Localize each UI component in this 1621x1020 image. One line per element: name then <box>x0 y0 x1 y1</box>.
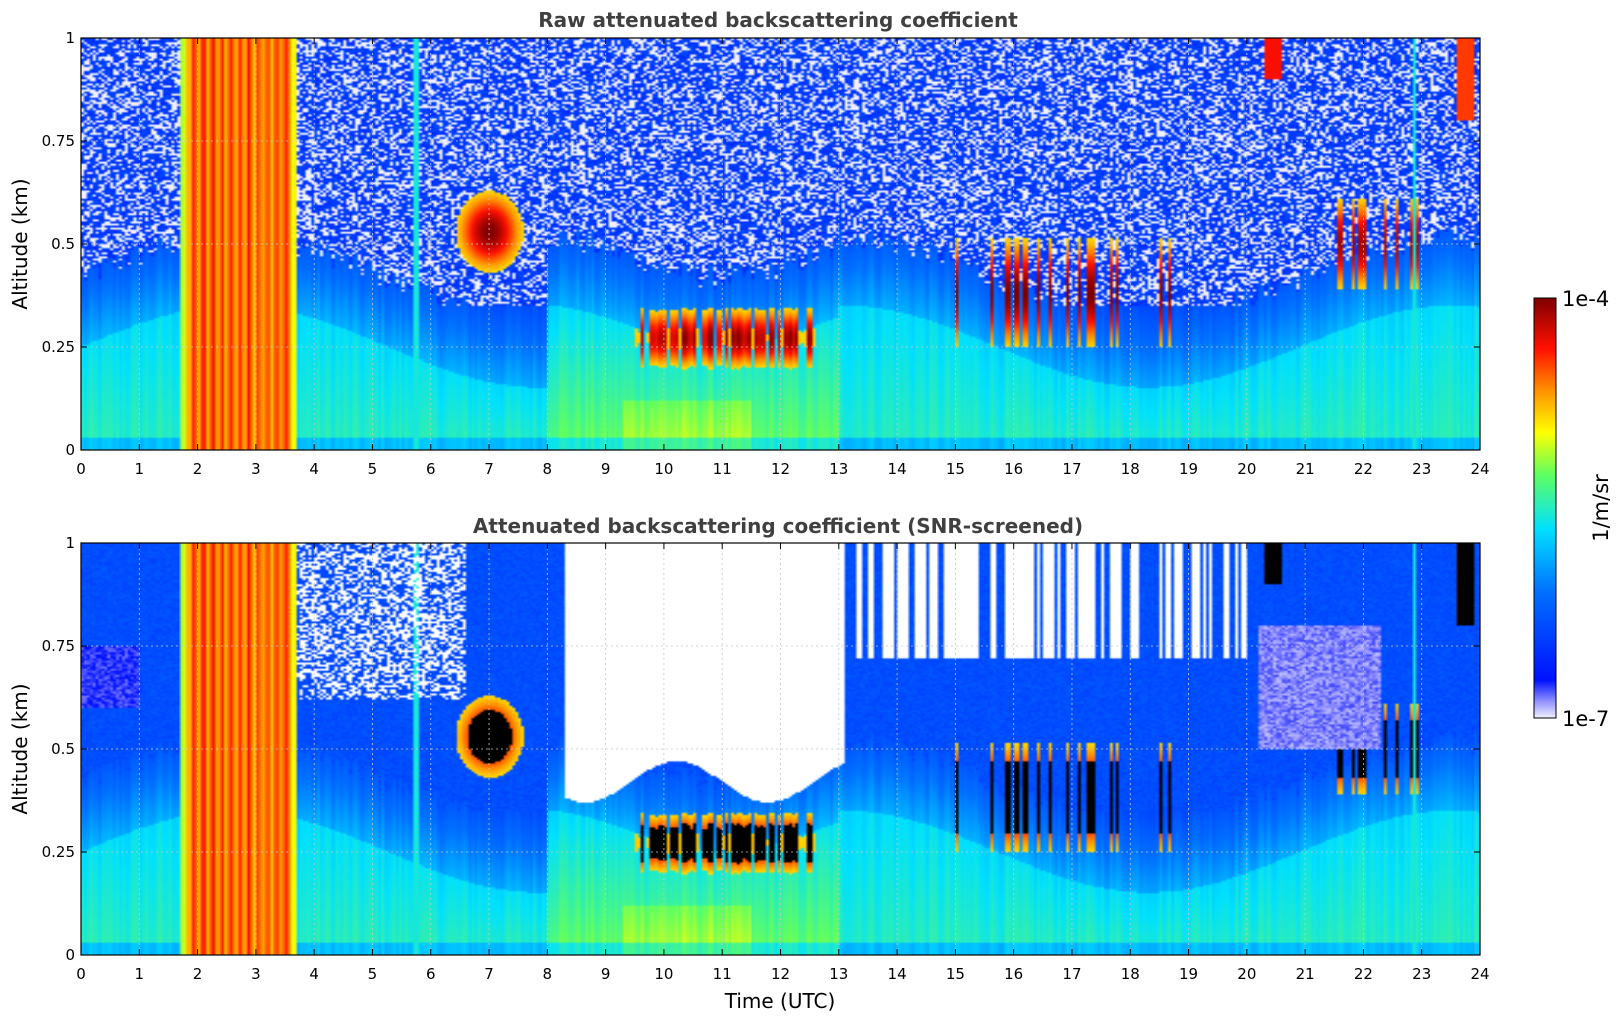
x-tick-label-screened: 6 <box>426 965 436 983</box>
x-tick-label-screened: 19 <box>1179 965 1198 983</box>
x-tick-label-raw: 2 <box>193 460 203 478</box>
colorbar: 1e-4 1e-7 1/m/sr <box>1533 287 1613 731</box>
x-tick-label-screened: 14 <box>888 965 907 983</box>
x-tick-label-raw: 5 <box>368 460 378 478</box>
x-tick-label-raw: 12 <box>771 460 790 478</box>
x-tick-label-screened: 21 <box>1296 965 1315 983</box>
x-tick-label-raw: 19 <box>1179 460 1198 478</box>
x-tick-label-raw: 1 <box>135 460 145 478</box>
x-tick-label-screened: 1 <box>135 965 145 983</box>
y-axis-screened: 0 0.25 0.5 0.75 1 <box>42 534 1480 964</box>
x-tick-label-raw: 13 <box>829 460 848 478</box>
y-tick-label-raw: 0.75 <box>42 132 75 150</box>
x-tick-label-screened: 13 <box>829 965 848 983</box>
x-axis-raw: 0 1 2 3 4 5 6 7 8 9 10 11 12 13 14 15 16 17 18 19 20 21 22 23 24 <box>76 38 1490 478</box>
x-tick-label-raw: 11 <box>713 460 732 478</box>
x-tick-label-raw: 21 <box>1296 460 1315 478</box>
chart-title-screened: Attenuated backscattering coefficient (S… <box>473 514 1083 538</box>
y-axis-raw: 0 0.25 0.5 0.75 1 <box>42 29 1480 459</box>
x-tick-label-raw: 20 <box>1237 460 1256 478</box>
x-tick-label-screened: 12 <box>771 965 790 983</box>
y-tick-label-raw: 0 <box>65 441 75 459</box>
snr-screened-panel: Attenuated backscattering coefficient (S… <box>8 514 1490 1013</box>
x-tick-label-screened: 16 <box>1004 965 1023 983</box>
y-tick-label-screened: 0 <box>65 946 75 964</box>
x-tick-label-raw: 6 <box>426 460 436 478</box>
x-tick-label-raw: 22 <box>1354 460 1373 478</box>
y-tick-label-raw: 0.5 <box>51 235 75 253</box>
grid-raw <box>81 38 1480 450</box>
y-axis-label-raw: Altitude (km) <box>8 178 32 309</box>
x-tick-label-screened: 4 <box>309 965 319 983</box>
x-tick-label-screened: 23 <box>1412 965 1431 983</box>
colorbar-max-label: 1e-4 <box>1562 287 1609 311</box>
x-tick-label-raw: 9 <box>601 460 611 478</box>
x-tick-label-screened: 24 <box>1470 965 1489 983</box>
x-tick-label-screened: 9 <box>601 965 611 983</box>
x-tick-label-raw: 3 <box>251 460 261 478</box>
grid-screened <box>81 543 1480 955</box>
x-tick-label-screened: 22 <box>1354 965 1373 983</box>
x-tick-label-raw: 4 <box>309 460 319 478</box>
x-tick-label-raw: 16 <box>1004 460 1023 478</box>
x-tick-label-raw: 0 <box>76 460 86 478</box>
x-tick-label-raw: 14 <box>888 460 907 478</box>
x-tick-label-screened: 10 <box>654 965 673 983</box>
x-axis-label: Time (UTC) <box>724 989 836 1013</box>
x-tick-label-raw: 23 <box>1412 460 1431 478</box>
y-tick-label-raw: 1 <box>65 29 75 47</box>
x-tick-label-raw: 8 <box>543 460 553 478</box>
x-tick-label-screened: 3 <box>251 965 261 983</box>
x-tick-label-screened: 7 <box>484 965 494 983</box>
y-tick-label-screened: 1 <box>65 534 75 552</box>
x-tick-label-raw: 7 <box>484 460 494 478</box>
x-tick-label-screened: 20 <box>1237 965 1256 983</box>
x-tick-label-screened: 5 <box>368 965 378 983</box>
y-tick-label-raw: 0.25 <box>42 338 75 356</box>
x-axis-screened: 0 1 2 3 4 5 6 7 8 9 10 11 12 13 14 15 16 17 18 19 20 21 22 23 24 <box>76 543 1490 983</box>
raw-backscatter-panel: Raw attenuated backscattering coefficien… <box>8 8 1490 478</box>
y-axis-label-screened: Altitude (km) <box>8 683 32 814</box>
x-tick-label-screened: 11 <box>713 965 732 983</box>
x-tick-label-raw: 15 <box>946 460 965 478</box>
x-tick-label-screened: 18 <box>1121 965 1140 983</box>
y-tick-label-screened: 0.25 <box>42 843 75 861</box>
x-tick-label-screened: 8 <box>543 965 553 983</box>
colorbar-unit-label: 1/m/sr <box>1589 474 1613 542</box>
x-tick-label-raw: 24 <box>1470 460 1489 478</box>
colorbar-min-label: 1e-7 <box>1562 707 1609 731</box>
chart-title-raw: Raw attenuated backscattering coefficien… <box>538 8 1018 32</box>
x-tick-label-raw: 17 <box>1062 460 1081 478</box>
colorbar-gradient <box>1533 297 1557 719</box>
x-tick-label-screened: 0 <box>76 965 86 983</box>
x-tick-label-raw: 10 <box>654 460 673 478</box>
x-tick-label-screened: 15 <box>946 965 965 983</box>
x-tick-label-screened: 2 <box>193 965 203 983</box>
y-tick-label-screened: 0.75 <box>42 637 75 655</box>
x-tick-label-raw: 18 <box>1121 460 1140 478</box>
y-tick-label-screened: 0.5 <box>51 740 75 758</box>
x-tick-label-screened: 17 <box>1062 965 1081 983</box>
